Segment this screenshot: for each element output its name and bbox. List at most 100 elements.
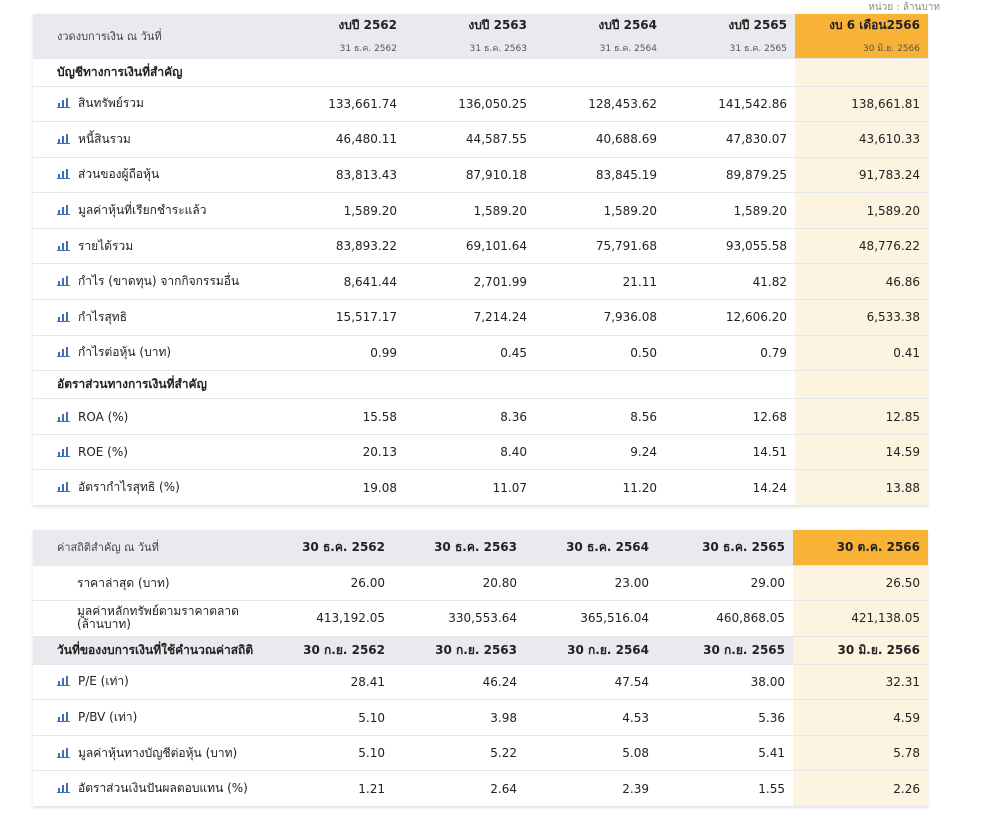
row-label[interactable]: อัตรากำไรสุทธิ (%) — [78, 480, 180, 495]
table-row: ROE (%) 20.13 8.40 9.24 14.51 14.59 — [33, 434, 928, 471]
value-cell: 4.53 — [525, 699, 657, 736]
value-cell: 2.64 — [393, 770, 525, 808]
table-row: รายได้รวม 83,893.22 69,101.64 75,791.68 93,0… — [33, 228, 928, 265]
row-label[interactable]: กำไร (ขาดทุน) จากกิจกรรมอื่น — [78, 274, 240, 289]
row-label[interactable]: ส่วนของผู้ถือหุ้น — [78, 167, 160, 182]
table-row: กำไร (ขาดทุน) จากกิจกรรมอื่น 8,641.44 2,70… — [33, 263, 928, 301]
bar-chart-icon[interactable] — [57, 97, 70, 109]
bar-chart-icon[interactable] — [57, 275, 70, 287]
bar-chart-icon[interactable] — [57, 204, 70, 216]
table-row: อัตราส่วนเงินปันผลตอบแทน (%) 1.21 2.64 2.39… — [33, 770, 928, 808]
table-row: มูลค่าหุ้นทางบัญชีต่อหุ้น (บาท) 5.10 5.22 5… — [33, 735, 928, 772]
value-cell: 89,879.25 — [665, 157, 795, 194]
column-header-highlighted: งบ 6 เดือน2566 30 มิ.ย. 2566 — [795, 14, 928, 59]
row-label[interactable]: กำไรสุทธิ — [78, 309, 128, 324]
row-label[interactable]: รายได้รวม — [78, 238, 134, 253]
value-cell: 2.39 — [525, 770, 657, 808]
value-cell: 1.55 — [657, 770, 793, 808]
bar-chart-icon[interactable] — [57, 446, 70, 458]
row-label[interactable]: ROA (%) — [78, 409, 129, 424]
table-row: มูลค่าหลักทรัพย์ตามราคาตลาด (ล้านบาท) 413… — [33, 600, 928, 637]
value-cell: 0.41 — [795, 335, 928, 372]
bar-chart-icon[interactable] — [57, 747, 70, 758]
value-cell: 26.50 — [793, 565, 928, 602]
value-cell: 13.88 — [795, 469, 928, 507]
column-header-highlighted: 30 ต.ค. 2566 — [793, 530, 928, 566]
column-header: งบปี 2565 31 ธ.ค. 2565 — [665, 14, 795, 59]
column-header: 30 ธ.ค. 2563 — [393, 530, 525, 566]
value-cell: 44,587.55 — [405, 121, 535, 158]
value-cell: 4.59 — [793, 699, 928, 736]
value-cell: 91,783.24 — [795, 157, 928, 194]
value-cell: 136,050.25 — [405, 86, 535, 123]
value-cell: 29.00 — [657, 565, 793, 602]
table-row: หนี้สินรวม 46,480.11 44,587.55 40,688.69 47,… — [33, 121, 928, 158]
section-date: 30 ก.ย. 2564 — [525, 636, 657, 665]
value-cell: 93,055.58 — [665, 228, 795, 265]
value-cell: 8.40 — [405, 434, 535, 471]
value-cell: 14.24 — [665, 469, 795, 507]
row-label[interactable]: มูลค่าหุ้นที่เรียกชำระแล้ว — [78, 203, 207, 218]
value-cell: 11.07 — [405, 469, 535, 507]
row-label[interactable]: P/E (เท่า) — [78, 674, 129, 689]
bar-chart-icon[interactable] — [57, 346, 70, 358]
bar-chart-icon[interactable] — [57, 675, 70, 687]
value-cell: 2.26 — [793, 770, 928, 808]
bar-chart-icon[interactable] — [57, 240, 70, 251]
value-cell: 83,813.43 — [278, 157, 405, 194]
stats-body-a: ราคาล่าสุด (บาท) 26.00 20.80 23.00 29.00 26.5… — [33, 565, 928, 637]
value-cell: 83,845.19 — [535, 157, 665, 194]
value-cell: 46.86 — [795, 263, 928, 301]
stats-body-b: P/E (เท่า) 28.41 46.24 47.54 38.00 32.31 P/BV … — [33, 664, 928, 808]
value-cell: 413,192.05 — [263, 600, 393, 637]
bar-chart-icon[interactable] — [57, 311, 70, 322]
value-cell: 83,893.22 — [278, 228, 405, 265]
section1-body: สินทรัพย์รวม 133,661.74 136,050.25 128,453.… — [33, 86, 928, 372]
value-cell: 138,661.81 — [795, 86, 928, 123]
value-cell: 20.13 — [278, 434, 405, 471]
row-label[interactable]: กำไรต่อหุ้น (บาท) — [78, 345, 172, 360]
value-cell: 1,589.20 — [405, 192, 535, 229]
value-cell: 5.41 — [657, 735, 793, 772]
table-row: อัตรากำไรสุทธิ (%) 19.08 11.07 11.20 14.24 13… — [33, 469, 928, 507]
value-cell: 460,868.05 — [657, 600, 793, 637]
value-cell: 46.24 — [393, 664, 525, 701]
table-row: สินทรัพย์รวม 133,661.74 136,050.25 128,453.… — [33, 86, 928, 123]
value-cell: 5.36 — [657, 699, 793, 736]
bar-chart-icon[interactable] — [57, 711, 70, 723]
value-cell: 14.59 — [795, 434, 928, 471]
value-cell: 69,101.64 — [405, 228, 535, 265]
bar-chart-icon[interactable] — [57, 481, 70, 493]
value-cell: 43,610.33 — [795, 121, 928, 158]
row-label: ราคาล่าสุด (บาท) — [77, 575, 170, 590]
row-label[interactable]: ROE (%) — [78, 445, 128, 460]
column-header: งบปี 2564 31 ธ.ค. 2564 — [535, 14, 665, 59]
table-row: ROA (%) 15.58 8.36 8.56 12.68 12.85 — [33, 398, 928, 435]
value-cell: 48,776.22 — [795, 228, 928, 265]
bar-chart-icon[interactable] — [57, 411, 70, 422]
section-header-row: วันที่ของงบการเงินที่ใช้คำนวณค่าสถิติ 30… — [33, 636, 928, 665]
section-date: 30 มิ.ย. 2566 — [793, 636, 928, 665]
value-cell: 128,453.62 — [535, 86, 665, 123]
stats-header-label: ค่าสถิติสำคัญ ณ วันที่ — [33, 530, 263, 566]
key-statistics-table: ค่าสถิติสำคัญ ณ วันที่ 30 ธ.ค. 2562 30 ธ… — [33, 530, 928, 808]
row-label[interactable]: สินทรัพย์รวม — [78, 96, 144, 111]
value-cell: 12.68 — [665, 398, 795, 435]
bar-chart-icon[interactable] — [57, 168, 70, 180]
value-cell: 40,688.69 — [535, 121, 665, 158]
row-label[interactable]: อัตราส่วนเงินปันผลตอบแทน (%) — [78, 781, 248, 796]
value-cell: 1,589.20 — [795, 192, 928, 229]
value-cell: 6,533.38 — [795, 299, 928, 336]
bar-chart-icon[interactable] — [57, 782, 70, 794]
section-header-row: อัตราส่วนทางการเงินที่สำคัญ — [33, 370, 928, 400]
row-label[interactable]: หนี้สินรวม — [78, 131, 131, 146]
table-row: ส่วนของผู้ถือหุ้น 83,813.43 87,910.18 83,84… — [33, 157, 928, 194]
value-cell: 87,910.18 — [405, 157, 535, 194]
financial-statement-table: งวดงบการเงิน ณ วันที่ งบปี 2562 31 ธ.ค. 2… — [33, 14, 928, 507]
value-cell: 1,589.20 — [665, 192, 795, 229]
row-label[interactable]: มูลค่าหุ้นทางบัญชีต่อหุ้น (บาท) — [78, 745, 238, 760]
row-label[interactable]: P/BV (เท่า) — [78, 710, 138, 725]
bar-chart-icon[interactable] — [57, 133, 70, 144]
column-header: 30 ธ.ค. 2562 — [263, 530, 393, 566]
value-cell: 47.54 — [525, 664, 657, 701]
